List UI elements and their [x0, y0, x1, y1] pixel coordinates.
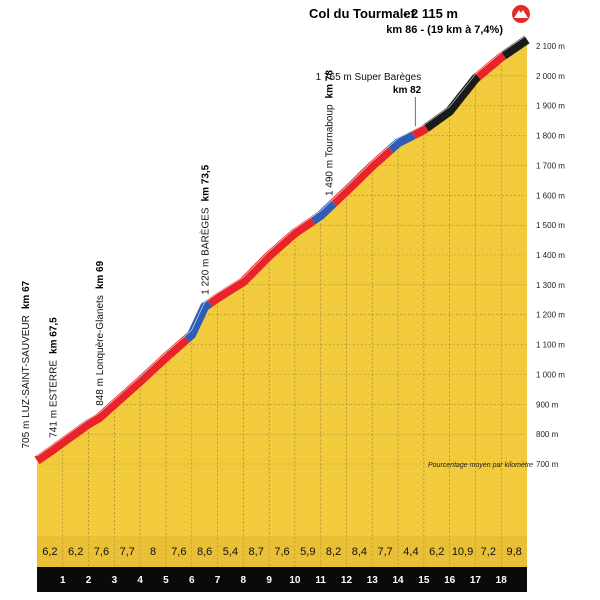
- gradient-label: 10,9: [452, 546, 473, 558]
- summit-km-label: km 86 - (19 km à 7,4%): [386, 24, 503, 36]
- waypoint-label: 848 m Lonquère-Glanets km 69: [95, 260, 106, 405]
- y-tick-label: 1 600 m: [536, 191, 565, 200]
- km-number: 1: [60, 575, 66, 586]
- km-number: 7: [215, 575, 221, 586]
- waypoint-name: 848 m Lonquère-Glanets: [95, 295, 106, 406]
- km-number: 15: [418, 575, 430, 586]
- summit-marker-icon: [512, 5, 530, 23]
- profile-line-segment: [207, 216, 316, 307]
- km-number: 5: [163, 575, 169, 586]
- waypoint-km: km 73,5: [201, 164, 212, 201]
- y-tick-label: 1 400 m: [536, 251, 565, 260]
- profile-line-segment: [330, 146, 394, 207]
- km-number: 18: [496, 575, 508, 586]
- gradient-label: 8,2: [326, 546, 341, 558]
- y-tick-label: 800 m: [536, 430, 559, 439]
- km-number: 11: [315, 575, 326, 586]
- profile-line-segment: [411, 124, 430, 139]
- waypoint-label: 705 m LUZ-SAINT-SAUVEUR km 67: [21, 280, 32, 448]
- km-number: 17: [470, 575, 482, 586]
- y-tick-label: 1 000 m: [536, 370, 565, 379]
- profile-line-segment: [34, 335, 190, 465]
- km-number: 10: [289, 575, 301, 586]
- gradient-label: 7,6: [171, 546, 186, 558]
- profile-line-segment: [310, 199, 337, 225]
- waypoint-name: 705 m LUZ-SAINT-SAUVEUR: [21, 315, 32, 448]
- waypoint-name: 1 220 m BARÈGES: [199, 207, 212, 295]
- gradient-label: 9,8: [506, 546, 521, 558]
- gradient-label: 7,6: [94, 546, 109, 558]
- gradient-label: 8,6: [197, 546, 212, 558]
- gradient-label: 6,2: [68, 546, 83, 558]
- waypoint-label: 741 m ESTERRE km 67,5: [48, 317, 59, 438]
- gradient-label: 7,7: [120, 546, 135, 558]
- y-tick-label: 1 900 m: [536, 102, 565, 111]
- base-strip: [37, 567, 527, 592]
- gradient-label: 5,9: [300, 546, 315, 558]
- waypoint-label: 1 490 m Tournaboup km 78: [324, 70, 335, 196]
- waypoint-km: km 78: [324, 70, 335, 99]
- waypoint-km: km 82: [393, 85, 422, 96]
- gradient-label: 6,2: [42, 546, 57, 558]
- y-tick-label: 2 100 m: [536, 42, 565, 51]
- gradient-label: 8,7: [249, 546, 264, 558]
- waypoint-km: km 69: [95, 260, 106, 289]
- y-tick-label: 2 000 m: [536, 72, 565, 81]
- y-tick-label: 700 m: [536, 460, 559, 469]
- summit-name: Col du Tourmalet: [309, 6, 416, 21]
- profile-line-segment: [501, 35, 530, 60]
- profile-line-segment: [183, 299, 213, 343]
- profile-line-segment: [475, 51, 507, 80]
- gradient-label: 7,7: [378, 546, 393, 558]
- y-tick-label: 1 200 m: [536, 311, 565, 320]
- waypoint-label: 1 220 m BARÈGES km 73,5: [199, 164, 212, 294]
- y-tick-label: 900 m: [536, 400, 559, 409]
- profile-line-segment: [423, 72, 481, 132]
- y-tick-label: 1 500 m: [536, 221, 565, 230]
- y-tick-label: 1 100 m: [536, 341, 565, 350]
- km-number: 8: [241, 575, 247, 586]
- km-number: 14: [392, 575, 404, 586]
- gradient-label: 7,6: [274, 546, 289, 558]
- y-tick-label: 1 300 m: [536, 281, 565, 290]
- km-number: 16: [444, 575, 456, 586]
- waypoint-km: km 67: [21, 280, 32, 309]
- waypoint-name: 1 765 m Super Barèges: [316, 72, 422, 83]
- km-number: 6: [189, 575, 195, 586]
- gradient-label: 8,4: [352, 546, 367, 558]
- gradient-band: [37, 536, 527, 567]
- waypoint-name: 741 m ESTERRE: [48, 360, 59, 438]
- gradient-label: 8: [150, 546, 156, 558]
- km-number: 3: [112, 575, 118, 586]
- gradient-label: 7,2: [481, 546, 496, 558]
- waypoint-name: 1 490 m Tournaboup: [324, 104, 335, 196]
- profile-texture: [37, 41, 527, 567]
- waypoint-km: km 67,5: [48, 317, 59, 354]
- y-tick-label: 1 800 m: [536, 132, 565, 141]
- summit-altitude: - 2 115 m: [403, 6, 458, 21]
- km-number: 2: [86, 575, 92, 586]
- km-number: 13: [367, 575, 379, 586]
- profile-line-segment: [387, 130, 416, 154]
- gradient-label: 4,4: [403, 546, 418, 558]
- km-number: 9: [266, 575, 272, 586]
- km-number: 4: [137, 575, 143, 586]
- gradient-label: 6,2: [429, 546, 444, 558]
- gradient-note: Pourcentage moyen par kilomètre: [428, 462, 533, 469]
- km-number: 12: [341, 575, 353, 586]
- y-tick-label: 1 700 m: [536, 161, 565, 170]
- profile-outline: [36, 34, 528, 457]
- gradient-label: 5,4: [223, 546, 238, 558]
